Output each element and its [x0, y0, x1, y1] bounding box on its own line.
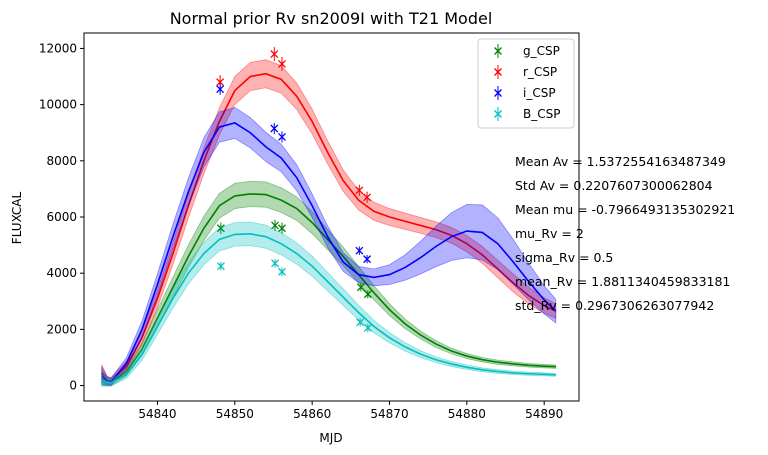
- x-marker: [271, 221, 279, 230]
- series-r_csp: [101, 47, 557, 386]
- data-point: [363, 191, 372, 203]
- y-tick-label: 4000: [46, 266, 77, 280]
- legend-x-marker: [494, 47, 502, 55]
- data-point: [271, 219, 279, 232]
- x-marker: [270, 50, 279, 59]
- x-marker: [363, 193, 372, 202]
- data-point: [216, 261, 225, 271]
- stat-line: mean_Rv = 1.8811340459833181: [515, 274, 730, 289]
- series-i_csp: [101, 83, 557, 386]
- chart-title: Normal prior Rv sn2009I with T21 Model: [170, 9, 493, 28]
- legend-box: [477, 38, 575, 129]
- model-line: [101, 72, 557, 383]
- x-tick-label: 54860: [293, 407, 331, 421]
- data-point: [363, 290, 372, 299]
- x-tick-label: 54870: [370, 407, 408, 421]
- series-b_csp: [101, 221, 557, 387]
- model-line: [101, 193, 556, 384]
- x-axis-label: MJD: [319, 431, 342, 445]
- x-marker: [216, 85, 225, 94]
- axes: 54840 54850 54860 54870 54880 54890 0 2000 4000 6…: [39, 32, 580, 421]
- uncertainty-band: [101, 59, 557, 386]
- stat-line: sigma_Rv = 0.5: [515, 250, 613, 265]
- x-tick-label: 54880: [448, 407, 486, 421]
- x-marker: [356, 318, 365, 327]
- data-point: [216, 222, 225, 234]
- x-marker: [278, 267, 286, 276]
- x-marker: [278, 132, 286, 141]
- x-marker: [278, 224, 286, 233]
- x-marker: [278, 59, 286, 68]
- model-line: [101, 233, 556, 384]
- x-tick-label: 54840: [138, 407, 176, 421]
- data-point: [216, 83, 225, 95]
- data-point: [278, 222, 286, 234]
- x-marker: [355, 186, 364, 195]
- data-point: [355, 246, 364, 255]
- data-point: [356, 283, 365, 292]
- y-tick-label: 8000: [46, 154, 77, 168]
- x-marker: [216, 262, 225, 271]
- stat-line: std_Rv = 0.2967306263077942: [515, 298, 714, 313]
- x-marker: [363, 324, 372, 332]
- data-point: [278, 56, 286, 71]
- y-tick-label: 12000: [39, 41, 77, 55]
- x-marker: [363, 255, 372, 264]
- x-marker: [271, 259, 279, 268]
- data-point: [270, 122, 279, 135]
- y-axis-label: FLUXCAL: [10, 191, 24, 244]
- series-g_csp: [101, 180, 557, 387]
- stat-line: Std Av = 0.2207607300062804: [515, 178, 713, 193]
- y-tick-label: 2000: [46, 322, 77, 336]
- stat-line: Mean mu = -0.7966493135302921: [515, 202, 735, 217]
- data-point: [271, 259, 279, 268]
- data-point: [363, 323, 372, 333]
- legend-x-marker: [494, 110, 502, 118]
- y-tick-label: 10000: [39, 98, 77, 112]
- x-marker: [216, 78, 225, 87]
- uncertainty-band: [101, 180, 557, 387]
- data-point: [278, 131, 286, 143]
- x-tick-label: 54850: [216, 407, 254, 421]
- y-tick-label: 6000: [46, 210, 77, 224]
- data-point: [278, 267, 286, 276]
- stat-line: mu_Rv = 2: [515, 226, 584, 241]
- data-point: [355, 184, 364, 196]
- uncertainty-band: [101, 107, 557, 386]
- x-marker: [270, 124, 279, 133]
- model-line: [101, 122, 557, 383]
- y-tick-label: 0: [69, 379, 77, 393]
- legend: g_CSP r_CSP i_CSP B_CSP: [477, 38, 575, 129]
- data-point: [363, 254, 372, 264]
- legend-label: r_CSP: [523, 65, 557, 79]
- legend-label: g_CSP: [523, 44, 560, 58]
- legend-label: B_CSP: [523, 107, 560, 121]
- data-point: [270, 47, 279, 62]
- uncertainty-band: [101, 221, 557, 387]
- x-tick-label: 54890: [525, 407, 563, 421]
- x-marker: [363, 290, 372, 299]
- data-point: [356, 318, 365, 327]
- x-marker: [355, 246, 364, 255]
- x-marker: [216, 224, 225, 233]
- legend-x-marker: [494, 68, 502, 76]
- legend-label: i_CSP: [523, 86, 556, 100]
- stats-annotations: Mean Av = 1.5372554163487349 Std Av = 0.2…: [515, 154, 735, 313]
- plot-area: [101, 47, 557, 387]
- legend-x-marker: [494, 89, 502, 97]
- x-marker: [356, 283, 365, 292]
- stat-line: Mean Av = 1.5372554163487349: [515, 154, 726, 169]
